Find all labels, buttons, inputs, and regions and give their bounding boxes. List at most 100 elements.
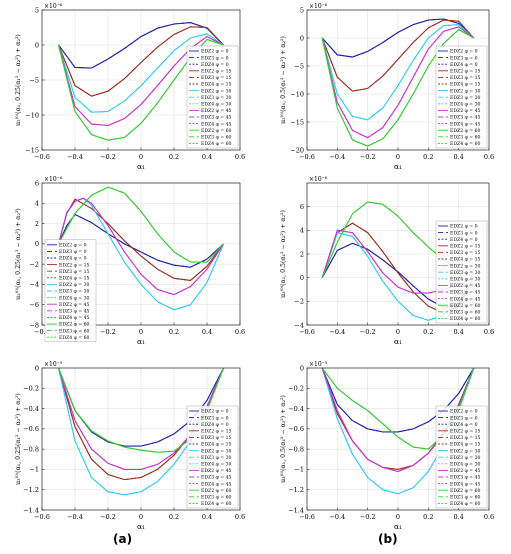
y-tick-label: −10 xyxy=(290,90,304,98)
legend-entry: EDZ2 φ = 60 xyxy=(201,488,232,494)
series-line-edz3-phi-30 xyxy=(58,367,224,496)
legend-entry: EDZ3 φ = 60 xyxy=(450,310,481,316)
legend-entry: EDZ2 φ = 60 xyxy=(450,303,481,309)
legend-box xyxy=(186,405,239,509)
axis-exponent: ×10⁻⁶ xyxy=(44,3,63,10)
x-tick-label: 0.2 xyxy=(169,513,179,521)
y-axis-label: u₃⁽⁰⁾(α₁, 0.25(α₁² − α₂²) + α₂²) xyxy=(15,393,22,485)
legend-entry: EDZ4 φ = 60 xyxy=(450,141,481,147)
x-tick-label: −0.4 xyxy=(329,328,345,336)
x-tick-label: 0.4 xyxy=(202,328,212,336)
legend-entry: EDZ4 φ = 45 xyxy=(59,315,90,321)
x-tick-label: 0 xyxy=(396,153,400,161)
x-tick-label: 0.6 xyxy=(484,513,494,521)
y-tick-label: 2 xyxy=(35,220,39,228)
legend-entry: EDZ3 φ = 30 xyxy=(201,95,232,101)
x-tick-label: −0.6 xyxy=(34,153,50,161)
legend-entry: EDZ4 φ = 30 xyxy=(450,462,481,468)
chart-a3: −0.6 −0.4 −0.2 0 0.2 0.4 0.6 −1.4 −1.2 −1 −0.8 −0.6… xyxy=(15,361,245,531)
legend-entry: EDZ2 φ = 45 xyxy=(450,468,481,474)
x-tick-label: −0.2 xyxy=(100,153,116,161)
legend-entry: EDZ3 φ = 0 xyxy=(201,55,229,61)
series-line-edz4-phi-45 xyxy=(58,36,224,126)
y-tick-label: −15 xyxy=(290,118,304,126)
x-tick-label: 0.2 xyxy=(169,328,179,336)
legend-entry: EDZ4 φ = 15 xyxy=(450,257,481,263)
x-tick-label: 0 xyxy=(139,153,143,161)
y-tick-label: −4 xyxy=(29,281,39,289)
chart-b3: −0.6 −0.4 −0.2 0 0.2 0.4 0.6 −1.4 −1.2 −1 −0.8 −0.6… xyxy=(280,361,494,531)
x-tick-label: 0.4 xyxy=(453,328,463,336)
x-tick-label: 0.2 xyxy=(423,328,433,336)
series-line-edz4-phi-60 xyxy=(321,29,475,147)
y-axis-label: u₃⁽⁰⁾(α₁, 0.25(α₁² − α₂²) + α₂²) xyxy=(15,208,22,300)
legend-entry: EDZ3 φ = 60 xyxy=(59,328,90,334)
legend-entry: EDZ3 φ = 0 xyxy=(450,230,478,236)
series-line-edz4-phi-0 xyxy=(321,367,475,433)
legend-entry: EDZ3 φ = 0 xyxy=(59,249,87,255)
series-line-edz4-phi-45 xyxy=(321,26,475,139)
series-line-edz3-phi-60 xyxy=(58,186,224,263)
series-line-edz3-phi-0 xyxy=(58,22,224,69)
x-tick-label: −0.6 xyxy=(34,328,50,336)
legend-entry: EDZ2 φ = 30 xyxy=(450,448,481,454)
y-axis-label: u₃⁽⁰⁾(α₁, 0.5(α₁² − α₂²) + α₂²) xyxy=(280,36,287,124)
x-axis-label: α₁ xyxy=(394,162,402,171)
legend-entry: EDZ4 φ = 45 xyxy=(450,481,481,487)
y-tick-label: −0.2 xyxy=(23,385,39,393)
x-tick-label: −0.4 xyxy=(329,153,345,161)
legend-entry: EDZ2 φ = 0 xyxy=(201,49,229,55)
y-tick-label: −1.2 xyxy=(23,486,39,494)
y-tick-label: −4 xyxy=(294,321,304,329)
legend-entry: EDZ3 φ = 30 xyxy=(201,455,232,461)
legend-entry: EDZ2 φ = 0 xyxy=(450,224,478,230)
y-tick-label: 0 xyxy=(35,41,39,49)
x-axis-label: α₁ xyxy=(137,337,145,346)
x-tick-label: 0.6 xyxy=(235,513,245,521)
y-tick-label: 5 xyxy=(300,6,304,14)
y-tick-label: 0 xyxy=(35,240,39,248)
legend-box xyxy=(435,45,488,149)
series-line-edz4-phi-60 xyxy=(321,367,475,450)
x-tick-label: −0.2 xyxy=(360,328,376,336)
y-tick-label: 4 xyxy=(35,200,39,208)
y-tick-label: −10 xyxy=(25,111,39,119)
x-tick-label: 0.2 xyxy=(169,153,179,161)
x-tick-label: 0.6 xyxy=(235,328,245,336)
panel-label-b: (b) xyxy=(378,532,398,546)
legend-entry: EDZ3 φ = 30 xyxy=(450,455,481,461)
series-line-edz4-phi-30 xyxy=(58,367,224,496)
legend-entry: EDZ4 φ = 60 xyxy=(450,316,481,322)
x-tick-label: −0.6 xyxy=(34,513,50,521)
legend-entry: EDZ4 φ = 30 xyxy=(450,277,481,283)
y-axis-label: u₃⁽⁰⁾(α₁, 0.25(α₁² − α₂²) + α₂²) xyxy=(15,34,22,126)
legend-entry: EDZ3 φ = 30 xyxy=(450,95,481,101)
x-tick-label: −0.4 xyxy=(67,513,83,521)
legend-entry: EDZ2 φ = 30 xyxy=(59,282,90,288)
x-tick-label: 0 xyxy=(396,328,400,336)
legend-entry: EDZ4 φ = 60 xyxy=(450,501,481,507)
legend-entry: EDZ4 φ = 0 xyxy=(450,422,478,428)
y-tick-label: −1.2 xyxy=(288,486,304,494)
legend-box xyxy=(44,239,97,343)
y-tick-label: −0.6 xyxy=(23,425,39,433)
y-tick-label: −6 xyxy=(29,301,39,309)
legend-entry: EDZ4 φ = 15 xyxy=(201,82,232,88)
series-line-edz4-phi-15 xyxy=(321,19,475,92)
y-tick-label: −0.4 xyxy=(288,405,304,413)
legend-entry: EDZ4 φ = 15 xyxy=(59,276,90,282)
legend-entry: EDZ4 φ = 45 xyxy=(201,481,232,487)
legend-box xyxy=(435,405,488,509)
legend-entry: EDZ2 φ = 45 xyxy=(59,302,90,308)
legend-entry: EDZ2 φ = 60 xyxy=(201,128,232,134)
x-axis-label: α₁ xyxy=(137,522,145,531)
chart-b2: −0.6 −0.4 −0.2 0 0.2 0.4 0.6 −4 −2 0 2 4 6 ×10⁻⁶ α₁ u₃⁽… xyxy=(280,176,494,346)
x-tick-label: 0 xyxy=(139,328,143,336)
y-tick-label: −8 xyxy=(29,321,39,329)
legend-entry: EDZ2 φ = 60 xyxy=(450,488,481,494)
chart-a1: −0.6 −0.4 −0.2 0 0.2 0.4 0.6 −15 −10 −5 0 5 ×10⁻⁶ α₁ u… xyxy=(15,3,245,171)
legend-entry: EDZ4 φ = 45 xyxy=(450,121,481,127)
y-axis-label: u₃⁽⁰⁾(α₁, 0.5(α₁² − α₂²) + α₂²) xyxy=(280,395,287,483)
legend-entry: EDZ2 φ = 15 xyxy=(201,69,232,75)
